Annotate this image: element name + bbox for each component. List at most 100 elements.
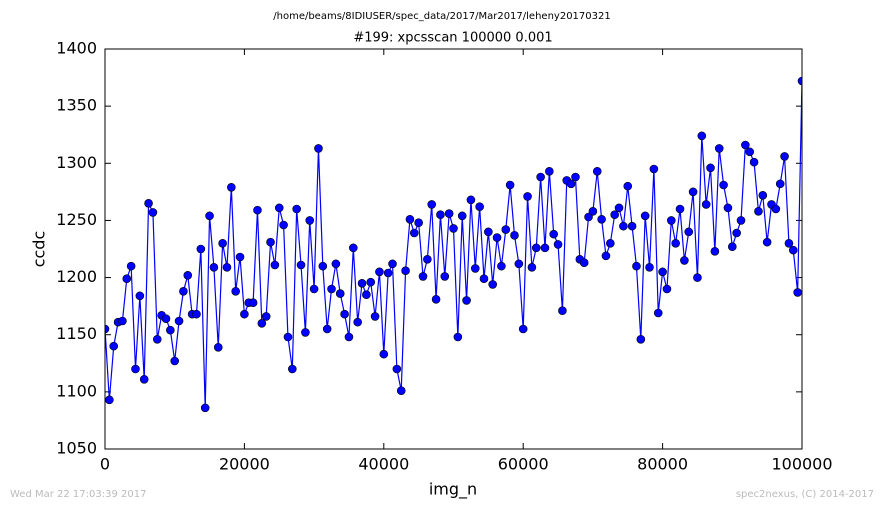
point (793, 288, 802, 297)
point (571, 172, 580, 182)
point (723, 203, 733, 213)
point (353, 317, 362, 327)
y-tick-label: 1300 (56, 153, 97, 172)
point (597, 214, 606, 224)
y-tick-label: 1350 (56, 96, 97, 115)
point (370, 312, 380, 321)
point (671, 238, 680, 248)
y-tick-label: 1200 (56, 267, 97, 286)
point (148, 208, 158, 217)
y-tick-label: 1150 (56, 324, 97, 343)
point (409, 228, 419, 238)
point (205, 211, 214, 221)
point (732, 228, 741, 238)
point (484, 227, 493, 237)
point (684, 227, 694, 237)
point (510, 230, 519, 240)
point (362, 290, 371, 300)
point (523, 192, 532, 201)
point (710, 246, 720, 256)
point (375, 267, 384, 277)
footer-left: Wed Mar 22 17:03:39 2017 (10, 489, 146, 500)
point (105, 324, 110, 334)
y-tick-label: 1100 (56, 381, 97, 400)
point (200, 403, 210, 413)
chart-title: #199: xpcsscan 100000 0.001 (353, 31, 552, 46)
point (719, 180, 728, 190)
point (462, 296, 471, 305)
point (266, 237, 275, 247)
point (636, 334, 646, 344)
point (322, 324, 332, 334)
point (714, 144, 724, 153)
x-tick-label: 20000 (219, 455, 270, 474)
y-tick-label: 1050 (56, 439, 97, 458)
point (318, 261, 328, 271)
point (366, 277, 376, 287)
point (584, 212, 593, 222)
point (305, 216, 315, 225)
point (401, 266, 410, 276)
x-axis-label: img_n (429, 480, 477, 500)
point (440, 272, 450, 281)
point (222, 262, 232, 272)
point (253, 205, 262, 215)
point (170, 356, 179, 366)
point (558, 306, 567, 316)
y-tick-label: 1250 (56, 210, 97, 229)
point (758, 190, 768, 200)
point (649, 164, 659, 174)
point (706, 163, 715, 173)
point (749, 157, 759, 167)
point (514, 259, 524, 269)
plot-frame (104, 48, 803, 450)
point (531, 243, 541, 253)
point (274, 203, 284, 213)
point (166, 325, 175, 335)
point (396, 386, 406, 396)
point (183, 270, 193, 280)
point (418, 272, 428, 281)
point (623, 181, 633, 191)
point (545, 166, 554, 176)
point (131, 364, 140, 374)
y-axis-label: ccdc (30, 231, 49, 268)
point (658, 267, 667, 277)
point (645, 262, 654, 272)
point (231, 286, 240, 296)
point (427, 200, 437, 209)
point (566, 179, 576, 189)
point (488, 280, 498, 289)
x-tick-label: 80000 (637, 455, 688, 474)
point (610, 210, 619, 220)
point (754, 206, 763, 216)
point (640, 211, 650, 221)
point (788, 245, 798, 255)
point (301, 328, 310, 337)
point (436, 210, 445, 220)
point (553, 240, 563, 249)
point (392, 364, 402, 374)
point (270, 260, 280, 270)
point (349, 243, 358, 253)
point (431, 294, 441, 304)
point (501, 225, 511, 234)
point (775, 179, 785, 189)
point (701, 200, 711, 209)
point (327, 284, 336, 294)
point (248, 298, 258, 308)
x-tick-label: 60000 (498, 455, 549, 474)
point (505, 180, 515, 190)
point (536, 172, 545, 182)
point (601, 251, 611, 261)
point (492, 233, 502, 242)
point (196, 244, 206, 254)
point (144, 198, 153, 208)
point (632, 261, 641, 271)
point (161, 314, 171, 324)
point (423, 254, 432, 264)
point (261, 312, 271, 321)
point (771, 204, 781, 214)
point (179, 286, 188, 296)
point (444, 209, 454, 218)
